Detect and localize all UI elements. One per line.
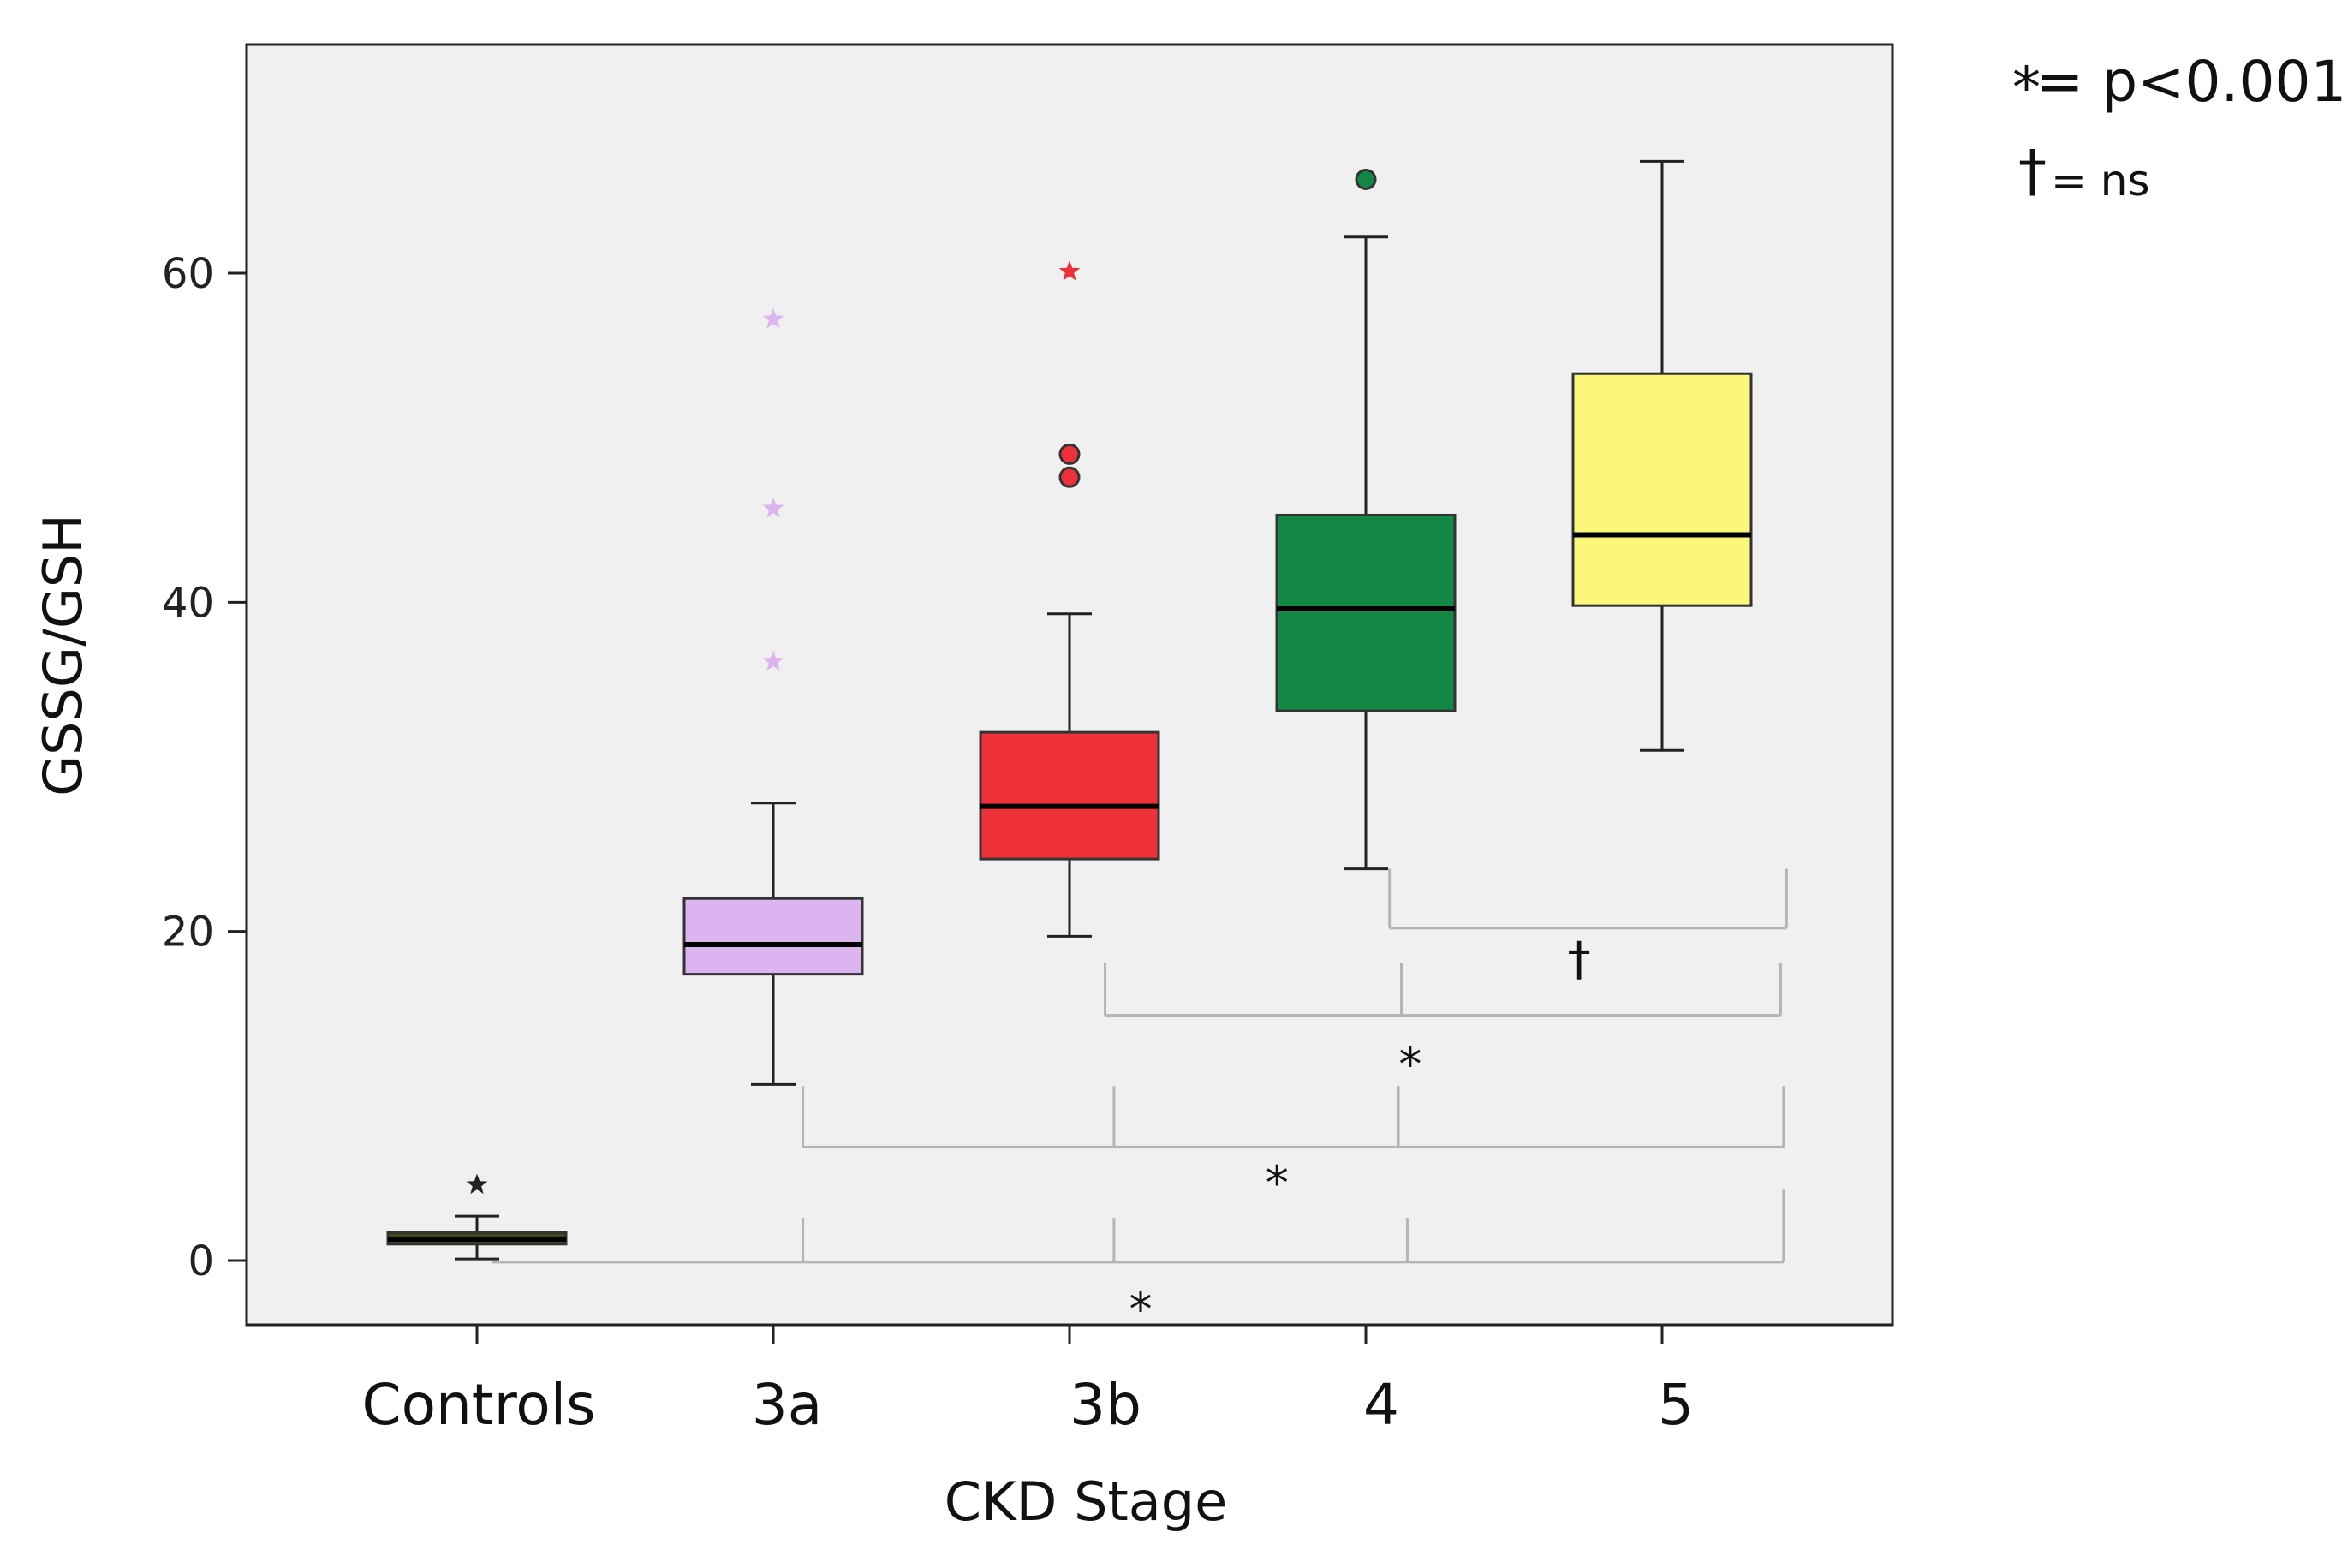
box-iqr [682,897,864,976]
x-tick-label: Controls [362,1372,596,1438]
bracket-label: * [1129,1283,1153,1337]
x-tick-label: 3b [1070,1372,1141,1438]
x-tick-label: 3a [752,1372,822,1438]
box-controls [386,1173,568,1261]
legend-star-symbol: * [2012,55,2041,121]
y-tick-label: 40 [162,579,214,627]
box-iqr [1571,372,1753,607]
bracket-label: * [1266,1156,1289,1210]
outlier-star [762,650,784,671]
outlier-circle [1058,466,1081,488]
legend-dagger-symbol: † [2018,138,2047,204]
box-group [386,159,1753,1261]
significance-brackets: † * * * [492,868,1788,1337]
box-3b [979,260,1160,938]
x-axis-title: CKD Stage [945,1470,1228,1533]
bracket-label: * [1398,1037,1421,1091]
x-tick-label: 4 [1363,1372,1399,1438]
legend: * = p<0.001 † = ns [2012,49,2346,206]
axes: 0 20 40 60 Controls 3a 3b 4 5 [162,250,1694,1438]
y-axis-title: GSSG/GSH [32,514,94,796]
box-iqr [979,730,1160,861]
box-3a [682,307,864,1086]
outlier-star [762,307,784,329]
y-tick-label: 0 [188,1237,214,1285]
box-4 [1275,168,1457,871]
outlier-star [1058,260,1081,281]
y-tick-label: 20 [162,909,214,957]
outlier-star [466,1173,488,1195]
legend-star-text: = p<0.001 [2036,49,2346,115]
bracket-label: † [1568,932,1591,986]
outlier-circle [1058,443,1081,465]
outlier-circle [1355,168,1377,190]
legend-dagger-text: = ns [2051,156,2150,206]
y-tick-label: 60 [162,250,214,298]
box-5 [1571,159,1753,752]
box-iqr [1275,513,1457,712]
outlier-star [762,497,784,518]
x-tick-label: 5 [1658,1372,1694,1438]
